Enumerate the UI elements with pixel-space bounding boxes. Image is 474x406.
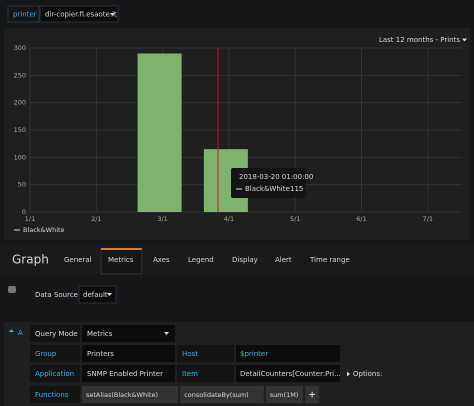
label-box [177, 345, 234, 362]
x-tick-label: 4/1 [224, 215, 234, 223]
y-tick-label: 100 [14, 153, 26, 161]
y-tick-label: 300 [14, 44, 26, 52]
query-mode-label: Query Mode [35, 330, 78, 338]
function-chip[interactable] [82, 386, 179, 403]
data-source-dropdown[interactable] [78, 285, 117, 304]
input[interactable] [236, 365, 340, 382]
tab[interactable]: General [64, 256, 92, 264]
label-box [30, 365, 80, 382]
function[interactable]: sum(1M) [270, 391, 299, 399]
caret [107, 293, 112, 296]
host-label: Host [182, 350, 198, 358]
variable-dropdown[interactable] [39, 5, 119, 23]
y-tick-label: 0 [22, 208, 26, 216]
tab[interactable]: Time range [309, 256, 350, 264]
group-label: Group [35, 350, 57, 358]
label-box [30, 345, 80, 362]
caret [164, 332, 169, 335]
x-tick-label: 7/1 [423, 215, 433, 223]
data-source-label: Data Source [35, 291, 78, 299]
tab[interactable]: Alert [275, 256, 292, 264]
group[interactable]: Printers [87, 350, 114, 358]
y-tick-label: 200 [14, 99, 26, 107]
bar [137, 53, 182, 212]
label-box [30, 325, 80, 342]
function[interactable]: consolidateBy(sum) [184, 391, 249, 399]
x-tick-label: 6/1 [356, 215, 366, 223]
tab[interactable]: Display [232, 256, 258, 264]
functions-label: Functions [35, 391, 69, 399]
editor-title: Graph [12, 253, 49, 267]
y-tick-label: 150 [14, 126, 26, 134]
add[interactable]: + [308, 391, 316, 401]
input[interactable] [82, 365, 175, 382]
tooltip [231, 168, 306, 198]
tab[interactable]: Metrics [108, 256, 134, 264]
function-chip[interactable] [180, 386, 264, 403]
caret [110, 13, 115, 16]
item[interactable]: DetailCounters[Counter:Pri... [240, 370, 341, 378]
add-button[interactable] [305, 386, 320, 403]
editor-header [0, 244, 474, 274]
x-tick-label: 1/1 [25, 215, 35, 223]
collapse-icon[interactable] [9, 329, 14, 332]
variable-label: printer [13, 11, 37, 19]
query-mode[interactable]: Metrics [87, 330, 113, 338]
x-tick-label: 3/1 [157, 215, 167, 223]
y-tick-label: 50 [18, 181, 26, 189]
query-mode-dropdown[interactable] [82, 325, 175, 342]
function-chip[interactable] [265, 386, 304, 403]
query-letter: A [18, 329, 23, 337]
label-box [177, 365, 234, 382]
legend-entry[interactable]: Black&White [23, 226, 65, 234]
function[interactable]: setAlias(Black&White) [86, 391, 158, 399]
tooltip-value: 115 [290, 185, 303, 193]
expand-icon [347, 371, 350, 377]
database-icon [8, 286, 16, 293]
x-tick-label: 5/1 [290, 215, 300, 223]
item-label: Item [182, 370, 198, 378]
label-box [30, 386, 80, 403]
host[interactable]: $printer [240, 350, 268, 358]
application-label: Application [35, 370, 74, 378]
tooltip-series: Black&White [245, 185, 290, 193]
tooltip-time: 2018-03-20 01:00:00 [239, 173, 313, 181]
caret [462, 38, 467, 42]
application[interactable]: SNMP Enabled Printer [87, 370, 163, 378]
x-tick-label: 2/1 [91, 215, 101, 223]
variable-label-box [7, 5, 40, 23]
y-tick-label: 250 [14, 71, 26, 79]
tab[interactable]: Legend [188, 256, 214, 264]
input[interactable] [82, 345, 175, 362]
time-range[interactable]: Last 12 months - Prints [379, 36, 460, 44]
active-tab [100, 248, 143, 275]
data-source[interactable]: default [83, 291, 108, 299]
options[interactable]: Options: [353, 370, 382, 378]
variable-value[interactable]: dir-copier.fi.esaote.it [45, 11, 117, 19]
tab[interactable]: Axes [153, 256, 170, 264]
input[interactable] [236, 345, 340, 362]
